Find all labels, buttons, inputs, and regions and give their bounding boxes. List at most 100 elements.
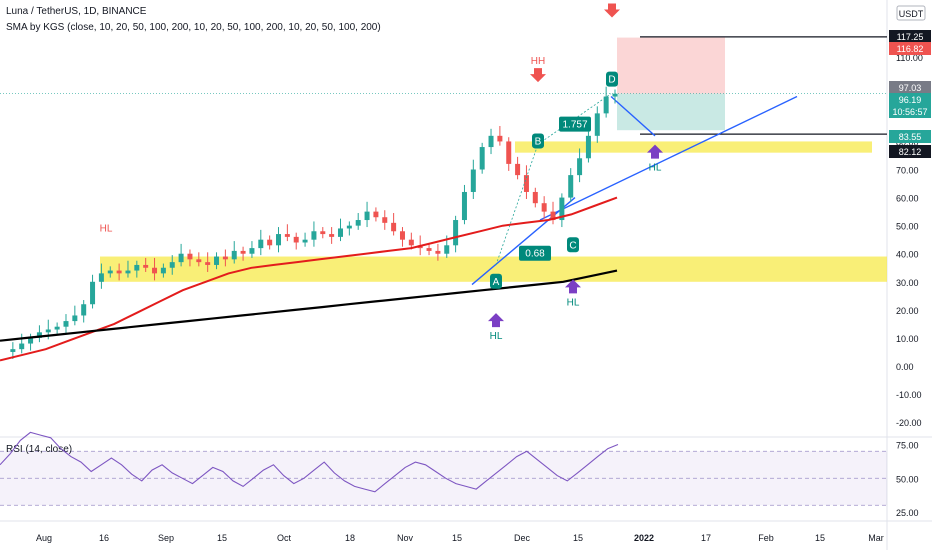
candle (355, 220, 361, 226)
candle (90, 281, 96, 305)
price-tick: 20.00 (896, 306, 919, 316)
price-badge-text: 97.03 (899, 83, 922, 93)
time-tick: 18 (345, 533, 355, 543)
candle (152, 267, 158, 274)
hh-label: HH (531, 56, 545, 67)
price-tick: 50.00 (896, 222, 919, 232)
candle (594, 113, 600, 136)
price-badge-text: 116.82 (897, 44, 924, 54)
price-tick: 110.00 (896, 53, 923, 63)
candle (81, 304, 87, 316)
time-tick: 16 (99, 533, 109, 543)
candle (399, 231, 405, 240)
pattern-point-label: C (569, 240, 576, 251)
candle (364, 211, 370, 221)
fib-ratio-badge (519, 245, 551, 261)
candle (391, 222, 397, 232)
candle (107, 270, 113, 274)
candle (284, 234, 290, 237)
time-tick: 2022 (634, 533, 654, 543)
time-tick: 15 (452, 533, 462, 543)
currency-label: USDT (899, 9, 924, 19)
time-tick: 17 (701, 533, 711, 543)
price-tick: 10.00 (896, 334, 919, 344)
hl-arrow-icon (488, 313, 504, 328)
time-tick: Nov (397, 533, 414, 543)
rsi-title: RSI (14, close) (6, 444, 72, 455)
hl-label: HL (649, 163, 662, 174)
pattern-point-A (490, 273, 502, 289)
pattern-point-D (606, 71, 618, 87)
candle (125, 270, 131, 274)
candle (276, 234, 282, 246)
candle (568, 175, 574, 198)
candle (444, 245, 450, 254)
candle (408, 239, 414, 246)
candle (559, 197, 565, 221)
candle (497, 135, 503, 142)
candle (337, 228, 343, 237)
candle (169, 262, 175, 268)
candle (382, 217, 388, 223)
time-tick: 15 (573, 533, 583, 543)
candle (612, 93, 618, 97)
candle (134, 264, 140, 271)
rsi-tick: 50.00 (896, 474, 919, 484)
candle (488, 135, 494, 148)
price-tick: -20.00 (896, 418, 922, 428)
candle (346, 225, 352, 229)
candle (187, 253, 193, 260)
candle (267, 239, 273, 246)
candle (45, 329, 51, 333)
time-tick: Feb (758, 533, 774, 543)
candle (541, 203, 547, 212)
price-badge (889, 42, 931, 55)
candle (479, 147, 485, 170)
price-badge (889, 145, 931, 158)
price-badge (889, 81, 931, 94)
indicator-legend: SMA by KGS (close, 10, 20, 50, 100, 200,… (6, 22, 381, 33)
trendline-upper (539, 95, 798, 221)
candle (258, 239, 264, 249)
candle (461, 191, 467, 221)
target-box (617, 93, 725, 131)
support-zone-2 (515, 141, 872, 153)
price-tick: 70.00 (896, 166, 919, 176)
currency-badge (896, 5, 926, 21)
candle (54, 326, 60, 330)
price-badge (889, 93, 931, 106)
symbol-title: Luna / TetherUS, 1D, BINANCE (6, 6, 147, 17)
candle (426, 248, 432, 251)
price-tick: 60.00 (896, 194, 919, 204)
price-badge (889, 30, 931, 43)
pattern-point-B (532, 133, 544, 149)
hl-arrow-icon (647, 144, 663, 159)
time-tick: Mar (868, 533, 884, 543)
candle (506, 141, 512, 164)
time-tick: Dec (514, 533, 531, 543)
candle (373, 211, 379, 218)
candle (550, 211, 556, 221)
candle (63, 321, 69, 327)
fib-ratio-label: 0.68 (525, 249, 545, 260)
sma-fast-line (0, 196, 618, 362)
candle (10, 349, 16, 352)
projection-line (610, 96, 656, 137)
candle (329, 234, 335, 237)
rsi-tick: 75.00 (896, 441, 919, 451)
candle (470, 169, 476, 192)
candle (293, 236, 299, 243)
time-tick: Oct (277, 533, 292, 543)
hh-label: HH (605, 0, 619, 3)
hh-arrow-icon (604, 3, 620, 18)
candle (302, 239, 308, 243)
candle (249, 248, 255, 254)
rsi-tick: 25.00 (896, 508, 919, 518)
pattern-point-label: B (535, 136, 542, 147)
price-tick: 40.00 (896, 250, 919, 260)
pattern-point-label: A (493, 277, 500, 288)
hl-arrow-icon (565, 279, 581, 294)
stop-loss-box (617, 37, 725, 94)
